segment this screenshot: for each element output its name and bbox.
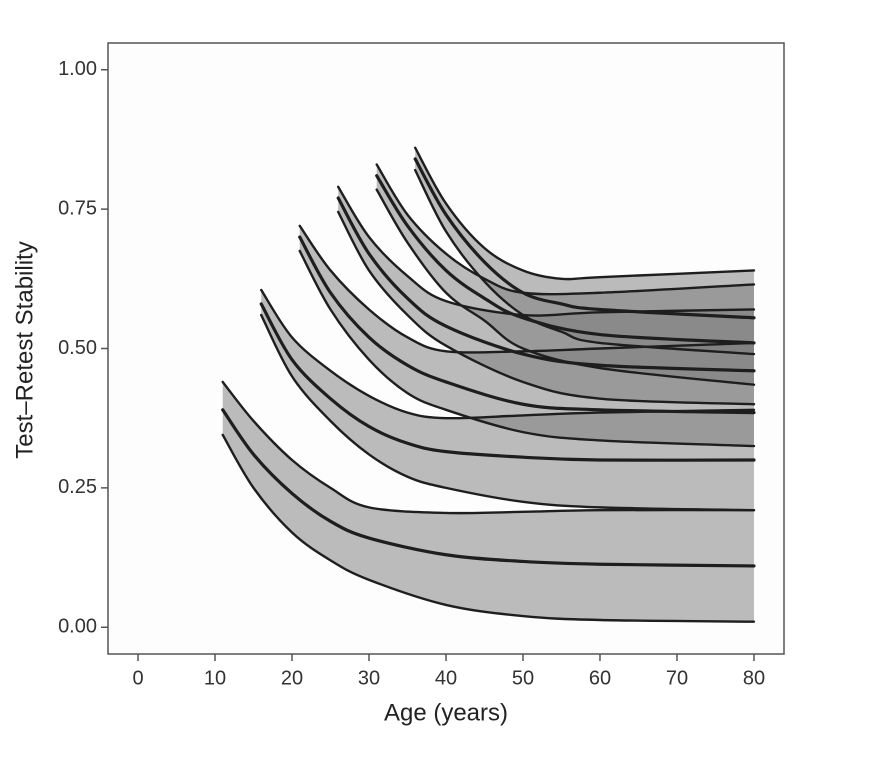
- mean-line: [259, 302, 756, 462]
- x-tick-label: 20: [281, 667, 303, 689]
- mean-line: [221, 408, 756, 568]
- y-tick-label: 0.00: [58, 616, 97, 638]
- bound-line: [298, 224, 756, 354]
- x-tick-label: 30: [358, 667, 380, 689]
- mean-line: [336, 196, 756, 373]
- bound-line: [221, 380, 756, 515]
- band: [222, 381, 754, 622]
- x-tick-label: 10: [204, 667, 226, 689]
- mean-line: [298, 235, 756, 415]
- y-axis-title: Test–Retest Stability: [11, 241, 38, 458]
- bound-line: [375, 163, 756, 296]
- y-tick-label: 0.75: [58, 197, 97, 219]
- band: [261, 289, 754, 511]
- x-tick-label: 40: [435, 667, 457, 689]
- bound-line: [414, 146, 756, 281]
- plot-layer: [221, 146, 756, 623]
- band: [415, 147, 754, 355]
- mean-line: [375, 174, 756, 345]
- x-tick-label: 0: [132, 667, 143, 689]
- mean-line: [413, 157, 756, 320]
- y-tick-label: 1.00: [58, 58, 97, 80]
- x-tick-label: 80: [743, 667, 765, 689]
- x-tick-label: 70: [666, 667, 688, 689]
- x-tick-label: 60: [589, 667, 611, 689]
- x-axis-title: Age (years): [384, 699, 508, 726]
- bound-line: [298, 249, 756, 448]
- bound-line: [375, 188, 756, 386]
- bound-line: [221, 433, 756, 623]
- bound-line: [337, 210, 756, 406]
- y-tick-label: 0.50: [58, 337, 97, 359]
- x-tick-label: 50: [512, 667, 534, 689]
- bound-line: [260, 288, 756, 420]
- y-tick-label: 0.25: [58, 476, 97, 498]
- bound-line: [414, 168, 756, 356]
- bound-line: [260, 313, 756, 512]
